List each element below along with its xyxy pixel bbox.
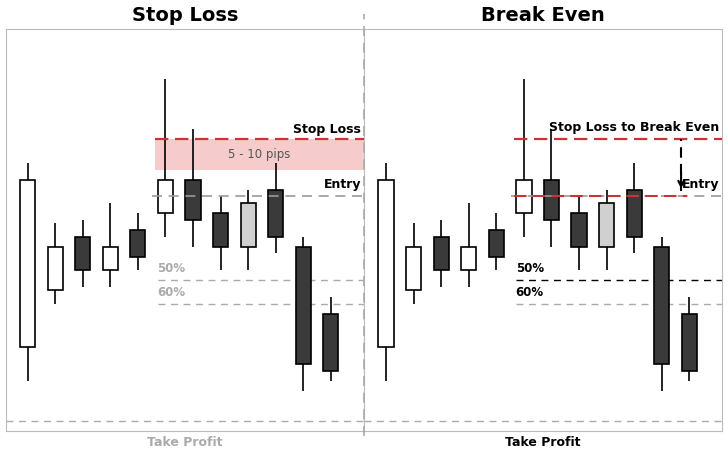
- Text: Stop Loss: Stop Loss: [293, 123, 361, 136]
- Bar: [20, 180, 35, 347]
- Bar: [682, 314, 697, 371]
- Bar: [296, 247, 311, 364]
- Text: 50%: 50%: [157, 262, 186, 275]
- Bar: [434, 237, 448, 270]
- Bar: [158, 180, 173, 213]
- Text: 60%: 60%: [515, 286, 544, 299]
- Text: 60%: 60%: [157, 286, 186, 299]
- Text: Stop Loss to Break Even: Stop Loss to Break Even: [550, 122, 720, 134]
- Bar: [213, 213, 228, 247]
- Title: Break Even: Break Even: [481, 5, 605, 25]
- Bar: [155, 139, 364, 170]
- Bar: [654, 247, 669, 364]
- Bar: [516, 180, 531, 213]
- Bar: [379, 180, 394, 347]
- Text: 5 - 10 pips: 5 - 10 pips: [229, 148, 290, 161]
- Bar: [323, 314, 339, 371]
- Bar: [462, 247, 476, 270]
- Bar: [130, 230, 146, 257]
- Text: 50%: 50%: [515, 262, 544, 275]
- Bar: [268, 190, 283, 237]
- Bar: [186, 180, 201, 220]
- Text: Take Profit: Take Profit: [147, 436, 223, 449]
- Bar: [571, 213, 587, 247]
- Bar: [627, 190, 642, 237]
- Bar: [599, 203, 614, 247]
- Bar: [544, 180, 559, 220]
- Bar: [103, 247, 118, 270]
- Bar: [406, 247, 422, 290]
- Bar: [75, 237, 90, 270]
- Text: Entry: Entry: [682, 178, 720, 192]
- Text: Entry: Entry: [324, 178, 361, 192]
- Bar: [241, 203, 256, 247]
- Bar: [488, 230, 504, 257]
- Bar: [47, 247, 63, 290]
- Title: Stop Loss: Stop Loss: [132, 5, 238, 25]
- Text: Take Profit: Take Profit: [505, 436, 581, 449]
